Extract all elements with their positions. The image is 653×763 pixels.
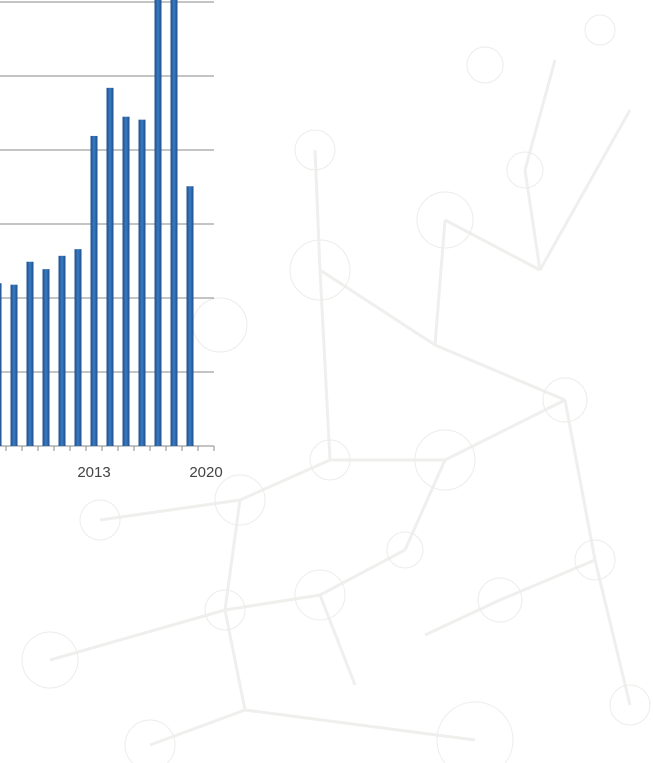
- bar: [139, 120, 146, 446]
- bar: [171, 0, 178, 446]
- bar: [91, 136, 98, 446]
- bar: [59, 256, 66, 446]
- x-tick-label: 2020: [189, 464, 222, 481]
- bar: [187, 186, 194, 446]
- bar: [107, 88, 114, 446]
- bar: [27, 262, 34, 446]
- bar: [155, 0, 162, 446]
- network-background: [22, 15, 650, 763]
- bar: [75, 249, 82, 446]
- bar: [11, 285, 18, 446]
- bar: [0, 283, 2, 446]
- x-tick-label: 2013: [77, 464, 110, 481]
- page: 200620132020: [0, 0, 653, 763]
- bar: [43, 269, 50, 446]
- bar: [123, 117, 130, 446]
